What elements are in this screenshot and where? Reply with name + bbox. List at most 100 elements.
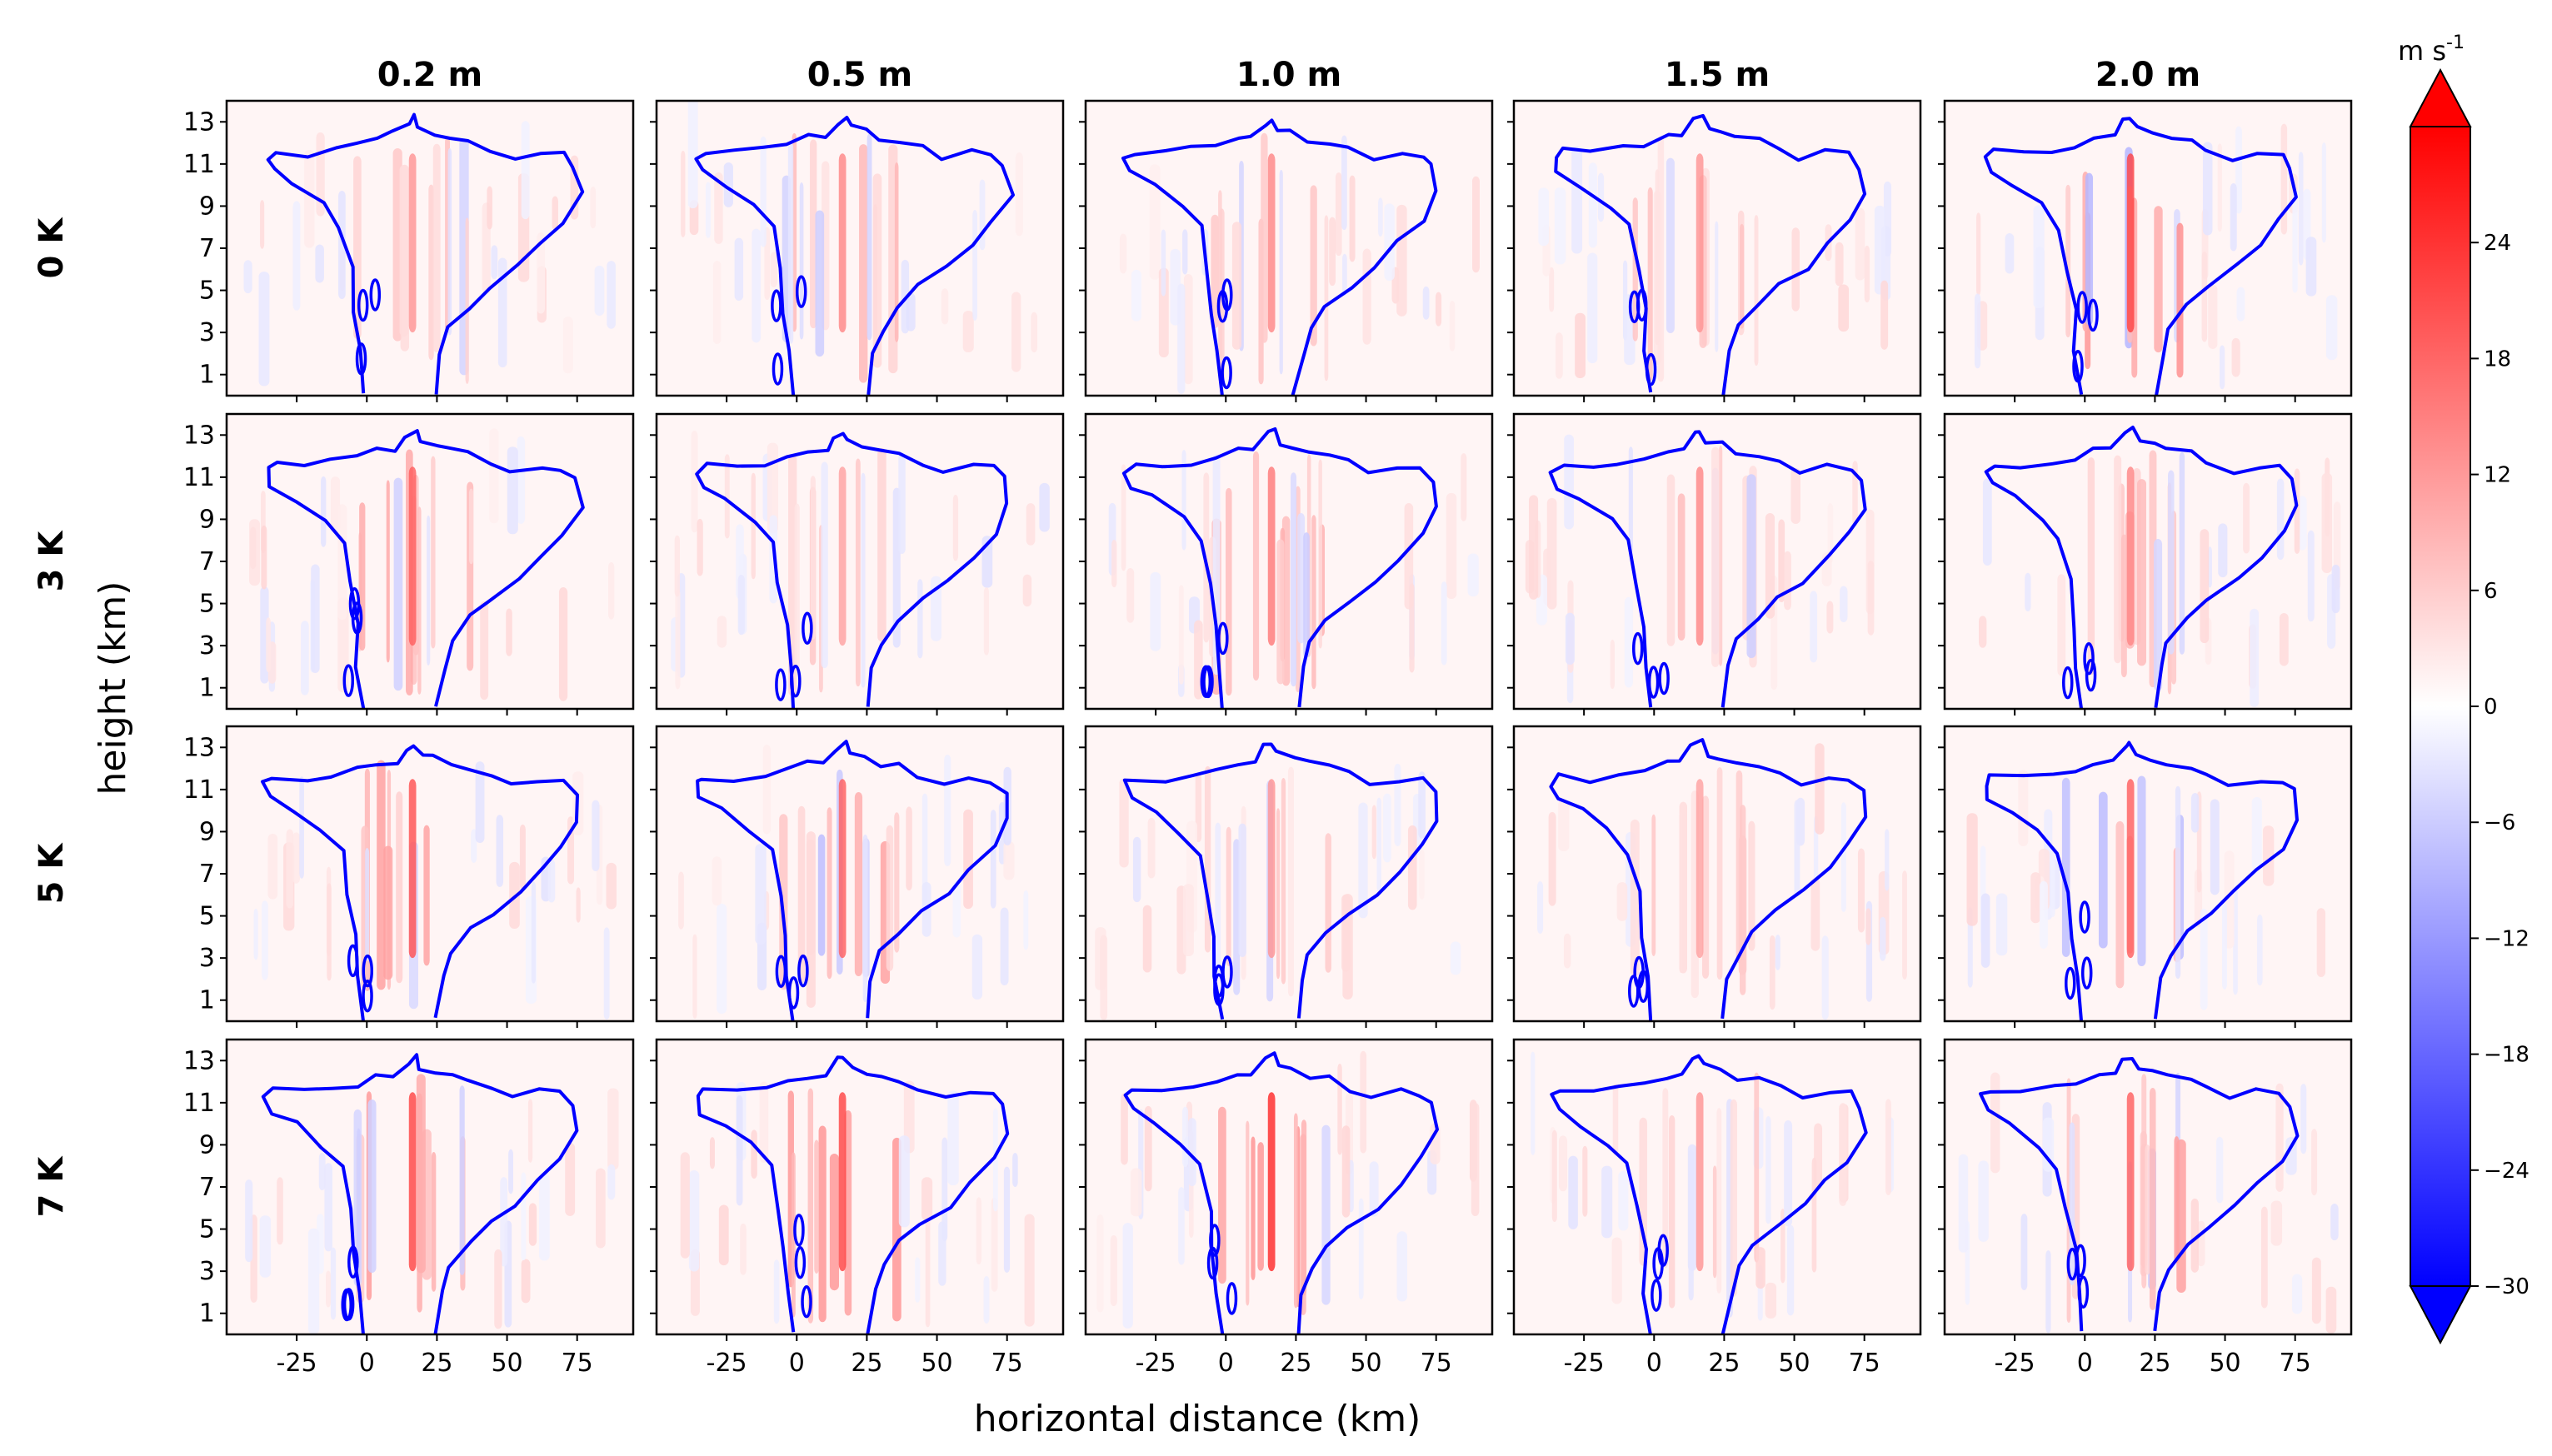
velocity-streak [1967,907,1973,988]
velocity-streak [1131,269,1141,322]
y-tick-label: 3 [199,318,215,347]
contour-blob [347,1245,359,1279]
velocity-field [227,1040,633,1334]
contour-blob [2064,966,2076,1000]
colorbar-extend-high [2409,67,2472,127]
velocity-streak [1980,893,1990,968]
velocity-streak [1183,274,1193,385]
velocity-streak [1178,585,1184,685]
velocity-streak [1679,811,1683,973]
velocity-streak [1318,459,1322,649]
x-tick-label: 50 [1778,1349,1810,1378]
velocity-streak [1568,1155,1578,1229]
contour-blob [1636,288,1648,322]
velocity-streak [337,504,347,621]
velocity-streak [594,265,605,316]
velocity-streak [307,1228,320,1334]
velocity-streak [1215,822,1221,975]
velocity-streak [903,1080,915,1154]
contour-blob [2080,956,2093,990]
velocity-streak [1666,474,1676,646]
velocity-streak [1471,1102,1480,1216]
velocity-streak [431,456,436,649]
y-tick-label: 7 [199,1173,215,1202]
velocity-streak [1178,1187,1185,1265]
y-tick-label: 11 [183,463,215,492]
velocity-streak [250,526,257,570]
velocity-streak [1218,1106,1226,1284]
velocity-streak [992,1108,998,1212]
panel-r2-c3 [1507,725,1922,1028]
contour-blob [1628,975,1640,1008]
velocity-streak [755,844,767,945]
velocity-field [227,414,633,709]
cloud-contour [1985,740,2299,1021]
velocity-streak [468,488,474,565]
x-tick-label: -25 [1564,1349,1605,1378]
velocity-streak [2236,287,2245,322]
velocity-streak [396,791,403,984]
velocity-streak [324,1163,332,1252]
velocity-streak [500,1177,508,1267]
velocity-streak [810,139,817,329]
velocity-streak [527,1099,533,1163]
velocity-streak [1616,882,1628,921]
velocity-field [657,414,1063,709]
velocity-streak [304,150,315,248]
velocity-streak [760,136,767,247]
y-tick-label: 7 [199,234,215,263]
velocity-streak [1335,172,1342,257]
y-tick-label: 7 [199,860,215,889]
contour-blob [1226,1282,1238,1315]
velocity-streak [1754,215,1759,366]
velocity-streak [1630,819,1640,977]
velocity-streak [906,292,916,332]
velocity-streak [2330,1204,2339,1241]
velocity-streak [608,561,615,620]
velocity-streak [315,244,324,283]
velocity-streak [1122,1223,1133,1329]
velocity-streak [854,791,863,976]
cloud-contour [261,1053,579,1334]
velocity-streak [1624,596,1633,688]
velocity-streak [596,1168,606,1249]
velocity-streak [1784,551,1791,611]
core-updraft [408,466,417,646]
contour-blob [369,278,382,312]
velocity-streak [1966,813,1978,926]
contour-blob [355,342,367,376]
velocity-streak [844,1109,852,1316]
velocity-streak [301,621,309,696]
contour-blob [794,1246,807,1279]
velocity-streak [576,887,581,923]
velocity-streak [675,589,681,690]
velocity-streak [718,1204,729,1266]
colorbar-tick-label: 12 [2484,463,2511,488]
velocity-streak [1978,1160,1989,1242]
velocity-streak [1441,581,1447,666]
velocity-streak [417,506,422,695]
cloud-contour [1548,430,1867,708]
velocity-streak [963,809,973,910]
velocity-streak [521,1172,527,1261]
y-tick-label: 13 [183,107,215,137]
velocity-streak [976,1197,981,1264]
cloud-contour [1984,426,2299,709]
velocity-streak [991,1197,998,1292]
velocity-streak [521,121,530,220]
velocity-streak [338,190,346,299]
velocity-streak [898,1135,910,1228]
velocity-streak [1341,135,1347,231]
velocity-field [1086,101,1492,396]
velocity-field [227,726,633,1021]
panel-background [1086,101,1492,396]
velocity-streak [1231,222,1242,350]
velocity-streak [286,829,294,909]
velocity-streak [762,745,772,835]
cloud-contour [1983,117,2298,396]
velocity-streak [1716,767,1723,980]
velocity-field [1945,1040,2351,1334]
velocity-streak [1182,1106,1189,1167]
contour-blob [2083,642,2095,676]
velocity-streak [972,210,977,321]
